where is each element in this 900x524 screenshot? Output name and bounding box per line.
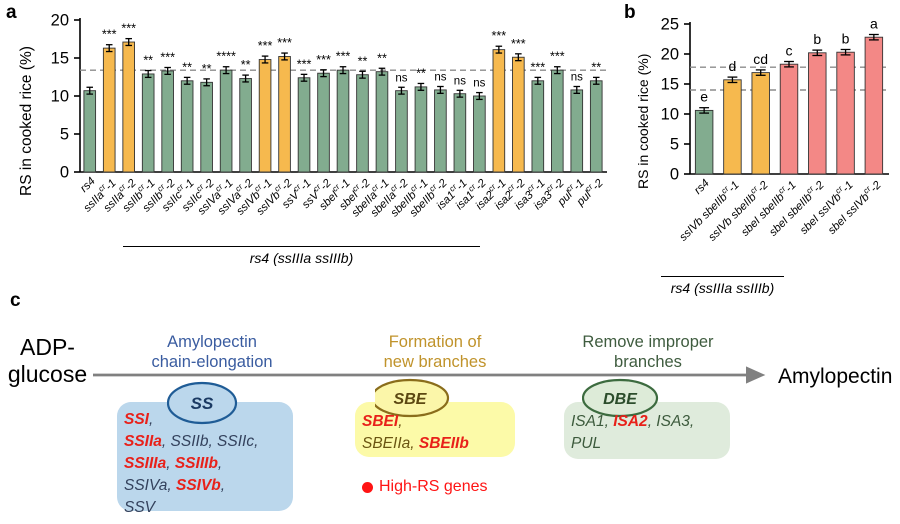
svg-text:0: 0 bbox=[60, 164, 69, 182]
svg-text:**: ** bbox=[591, 60, 601, 74]
svg-text:***: *** bbox=[102, 28, 117, 42]
svg-text:10: 10 bbox=[661, 106, 679, 124]
svg-text:e: e bbox=[700, 89, 708, 105]
svg-text:5: 5 bbox=[60, 126, 69, 144]
svg-text:b: b bbox=[813, 31, 821, 47]
svg-text:0: 0 bbox=[670, 166, 679, 184]
svg-text:***: *** bbox=[550, 50, 565, 64]
svg-text:**: ** bbox=[377, 51, 387, 65]
svg-text:**: ** bbox=[358, 54, 368, 68]
svg-text:d: d bbox=[729, 58, 737, 74]
svg-text:***: *** bbox=[160, 51, 175, 65]
svg-text:**: ** bbox=[143, 54, 153, 68]
svg-text:**: ** bbox=[241, 58, 251, 72]
svg-text:10: 10 bbox=[51, 88, 69, 106]
svg-text:ns: ns bbox=[454, 75, 466, 87]
svg-text:c: c bbox=[786, 43, 793, 59]
svg-text:25: 25 bbox=[661, 16, 679, 34]
svg-text:***: *** bbox=[511, 37, 526, 51]
svg-text:15: 15 bbox=[51, 50, 69, 68]
svg-text:DBE: DBE bbox=[603, 391, 638, 408]
svg-text:**: ** bbox=[416, 66, 426, 80]
svg-text:***: *** bbox=[316, 53, 331, 67]
svg-text:ns: ns bbox=[571, 72, 583, 84]
svg-text:***: *** bbox=[336, 50, 351, 64]
svg-text:***: *** bbox=[492, 29, 507, 43]
svg-text:b: b bbox=[842, 31, 850, 47]
svg-text:***: *** bbox=[297, 57, 312, 71]
svg-text:cd: cd bbox=[753, 51, 768, 67]
svg-text:ns: ns bbox=[434, 72, 446, 84]
svg-text:****: **** bbox=[216, 50, 236, 64]
svg-text:a: a bbox=[870, 16, 878, 32]
svg-text:ns: ns bbox=[473, 78, 485, 90]
svg-text:SBE: SBE bbox=[394, 391, 428, 408]
svg-text:**: ** bbox=[182, 60, 192, 74]
svg-text:***: *** bbox=[258, 39, 273, 53]
svg-text:15: 15 bbox=[661, 76, 679, 94]
svg-text:***: *** bbox=[121, 22, 136, 36]
svg-text:ns: ns bbox=[395, 72, 407, 84]
svg-text:***: *** bbox=[277, 36, 292, 50]
svg-text:**: ** bbox=[202, 62, 212, 76]
svg-text:20: 20 bbox=[661, 46, 679, 64]
svg-text:5: 5 bbox=[670, 136, 679, 154]
svg-text:20: 20 bbox=[51, 12, 69, 30]
svg-text:***: *** bbox=[531, 60, 546, 74]
